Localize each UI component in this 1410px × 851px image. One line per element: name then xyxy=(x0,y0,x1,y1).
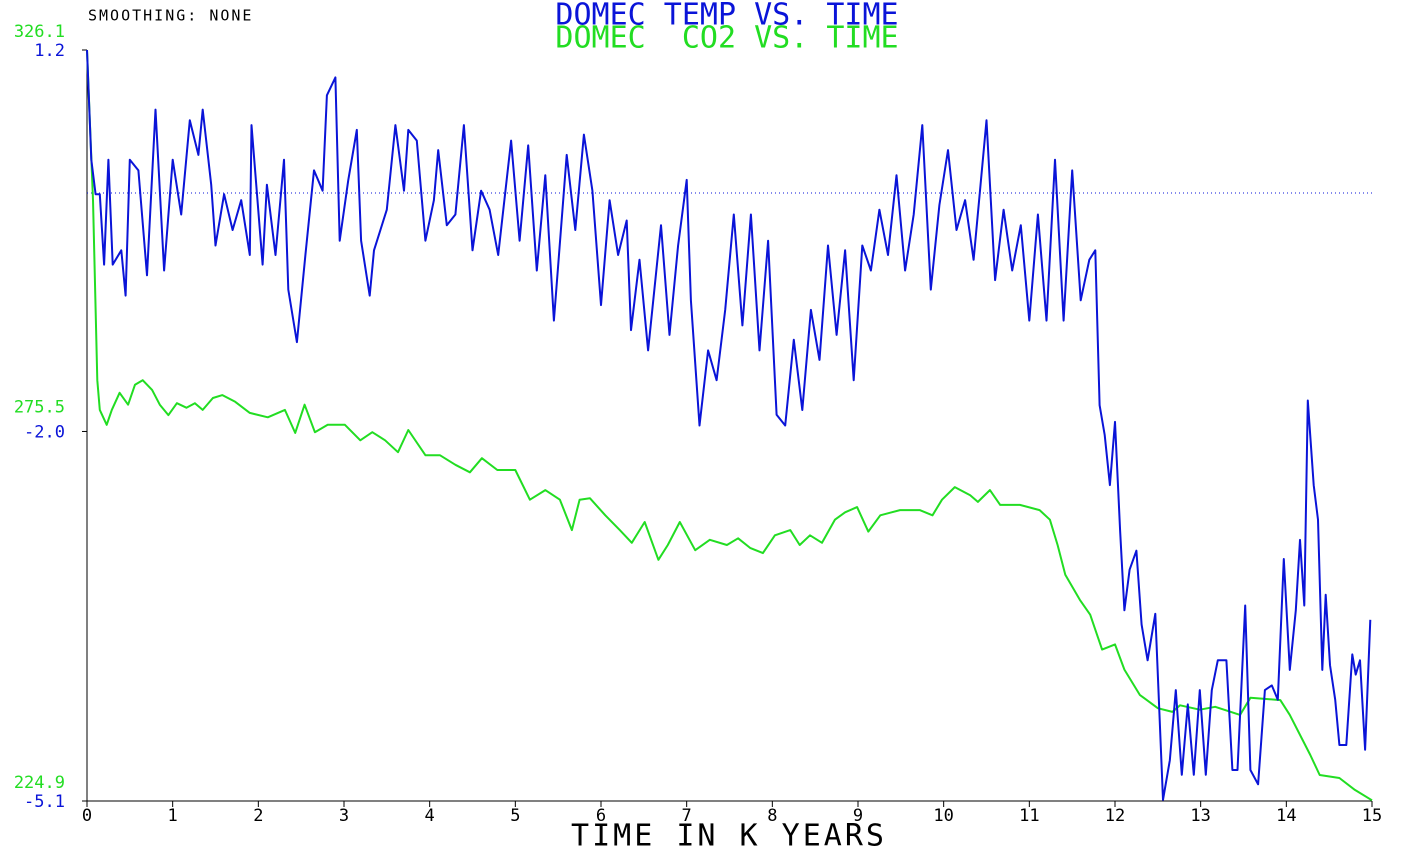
x-tick-label: 14 xyxy=(1276,806,1296,826)
x-tick-label: 4 xyxy=(425,806,435,826)
y2-tick-label: 326.1 xyxy=(14,22,65,42)
x-tick-label: 2 xyxy=(253,806,263,826)
x-tick-label: 5 xyxy=(510,806,520,826)
chart-title: DOMEC TEMP VS. TIME xyxy=(555,0,898,33)
x-tick-label: 6 xyxy=(596,806,606,826)
x-tick-label: 12 xyxy=(1105,806,1125,826)
y-tick-label: 1.2 xyxy=(34,41,65,61)
series-line xyxy=(86,49,1372,801)
x-tick-label: 10 xyxy=(933,806,953,826)
x-tick-label: 8 xyxy=(767,806,777,826)
x-tick-label: 7 xyxy=(682,806,692,826)
y2-tick-label: 224.9 xyxy=(14,773,65,793)
y-tick-label: -2.0 xyxy=(24,422,65,442)
x-axis-label: TIME IN K YEARS xyxy=(571,819,887,851)
y-tick-label: -5.1 xyxy=(24,792,65,812)
x-tick-label: 1 xyxy=(168,806,178,826)
x-tick-label: 3 xyxy=(339,806,349,826)
x-tick-label: 15 xyxy=(1362,806,1382,826)
chart-subtitle: DOMEC CO2 VS. TIME xyxy=(555,21,898,56)
x-tick-label: 9 xyxy=(853,806,863,826)
y2-tick-label: 275.5 xyxy=(14,398,65,418)
x-tick-label: 0 xyxy=(82,806,92,826)
x-tick-label: 11 xyxy=(1019,806,1039,826)
x-tick-label: 13 xyxy=(1190,806,1210,826)
series-line xyxy=(86,49,1373,802)
smoothing-note: SMOOTHING: NONE xyxy=(88,7,253,25)
